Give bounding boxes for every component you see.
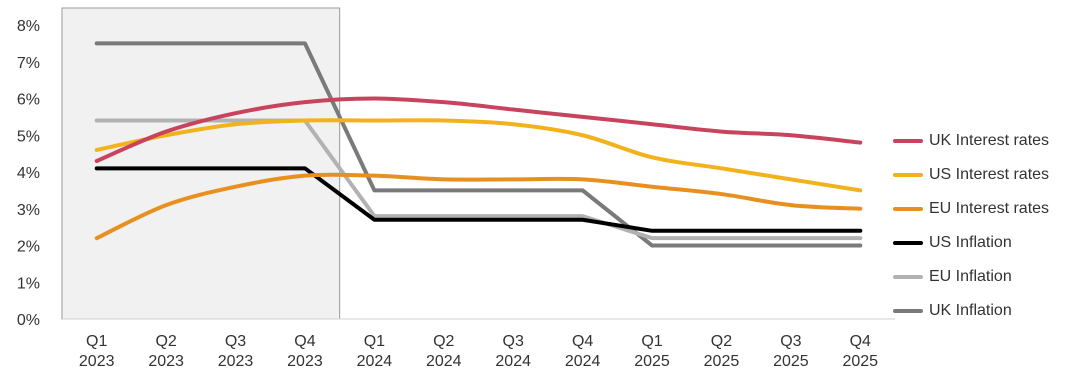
legend-item: EU Inflation: [893, 266, 1012, 288]
legend-item: US Inflation: [893, 232, 1012, 254]
x-tick-year-label: 2024: [426, 353, 462, 370]
legend-item: UK Inflation: [893, 300, 1012, 322]
y-tick-label: 5%: [17, 128, 40, 145]
x-tick-label: Q4: [294, 333, 315, 350]
x-tick-year-label: 2024: [495, 353, 531, 370]
legend-item: US Interest rates: [893, 164, 1049, 186]
legend-label: UK Interest rates: [929, 132, 1050, 149]
legend-label: US Inflation: [929, 234, 1012, 251]
x-tick-label: Q2: [155, 333, 176, 350]
series-line-eu-interest-rates: [94, 172, 863, 241]
x-tick-label: Q2: [711, 333, 732, 350]
legend-label: EU Inflation: [929, 268, 1012, 285]
legend-swatch: [893, 309, 923, 313]
legend-swatch: [893, 173, 923, 177]
y-tick-label: 7%: [17, 55, 40, 72]
y-tick-label: 1%: [17, 275, 40, 292]
x-tick-label: Q1: [641, 333, 662, 350]
x-tick-year-label: 2025: [704, 353, 740, 370]
x-tick-label: Q1: [86, 333, 107, 350]
x-tick-year-label: 2025: [842, 353, 878, 370]
x-axis: Q1 2023 Q2 2023 Q3 2023 Q4 2023 Q1 2024 Q2 2024 Q3 20…: [79, 333, 878, 370]
y-tick-label: 3%: [17, 202, 40, 219]
legend-item: EU Interest rates: [893, 198, 1049, 220]
series-line-uk-interest-rates: [94, 96, 863, 163]
series-line-uk-inflation: [94, 41, 863, 248]
x-tick-year-label: 2024: [357, 353, 393, 370]
x-tick-label: Q3: [503, 333, 524, 350]
x-tick-label: Q4: [850, 333, 871, 350]
shaded-period-2023: [61, 7, 341, 320]
series-line-us-interest-rates: [94, 118, 863, 193]
x-tick-label: Q2: [433, 333, 454, 350]
x-tick-label: Q4: [572, 333, 593, 350]
legend-label: UK Inflation: [929, 302, 1012, 319]
y-tick-label: 8%: [17, 18, 40, 35]
y-axis: 0% 1% 2% 3% 4% 5% 6% 7% 8%: [17, 18, 40, 329]
legend-swatch: [893, 207, 923, 211]
legend-label: US Interest rates: [929, 166, 1050, 183]
series-line-us-inflation: [94, 166, 863, 233]
y-tick-label: 2%: [17, 239, 40, 256]
x-tick-year-label: 2023: [287, 353, 323, 370]
legend-swatch: [893, 275, 923, 279]
x-tick-year-label: 2024: [565, 353, 601, 370]
legend-swatch: [893, 139, 923, 143]
legend-swatch: [893, 241, 923, 245]
legend-item: UK Interest rates: [893, 130, 1049, 152]
y-tick-label: 4%: [17, 165, 40, 182]
x-tick-year-label: 2023: [148, 353, 184, 370]
y-tick-label: 0%: [17, 312, 40, 329]
y-tick-label: 6%: [17, 92, 40, 109]
legend-label: EU Interest rates: [929, 200, 1050, 217]
series-lines: [94, 41, 863, 248]
x-tick-label: Q3: [225, 333, 246, 350]
x-tick-year-label: 2023: [218, 353, 254, 370]
x-tick-year-label: 2023: [79, 353, 115, 370]
x-tick-year-label: 2025: [773, 353, 809, 370]
x-tick-label: Q1: [364, 333, 385, 350]
x-tick-label: Q3: [780, 333, 801, 350]
x-tick-year-label: 2025: [634, 353, 670, 370]
series-line-eu-inflation: [94, 118, 863, 241]
